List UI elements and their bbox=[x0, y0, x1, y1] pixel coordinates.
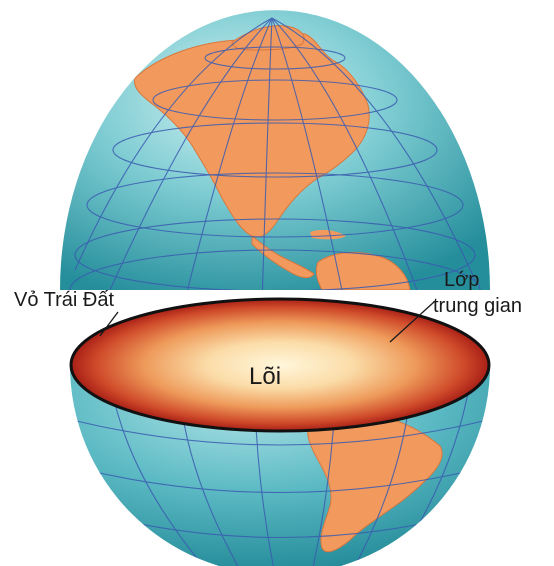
crust-leader-line bbox=[99, 311, 119, 337]
lower-hemisphere bbox=[69, 297, 491, 566]
mantle-leader-line bbox=[389, 301, 435, 343]
crust-label: Vỏ Trái Đất bbox=[14, 289, 114, 311]
caribbean-islands bbox=[310, 229, 346, 240]
mantle-label-line1: Lớp bbox=[444, 269, 479, 291]
south-america-landmass bbox=[307, 412, 443, 553]
cut-face-core-mantle bbox=[69, 297, 491, 433]
central-america-landmass bbox=[251, 234, 315, 279]
core-label: Lõi bbox=[249, 363, 281, 390]
upper-hemisphere bbox=[60, 10, 490, 291]
northern-landmass bbox=[231, 25, 305, 51]
mantle-label-line2: trung gian bbox=[433, 295, 522, 317]
upper-grid-lines bbox=[69, 17, 481, 291]
labels: Vỏ Trái Đất Lớp trung gian Lõi bbox=[14, 269, 522, 390]
